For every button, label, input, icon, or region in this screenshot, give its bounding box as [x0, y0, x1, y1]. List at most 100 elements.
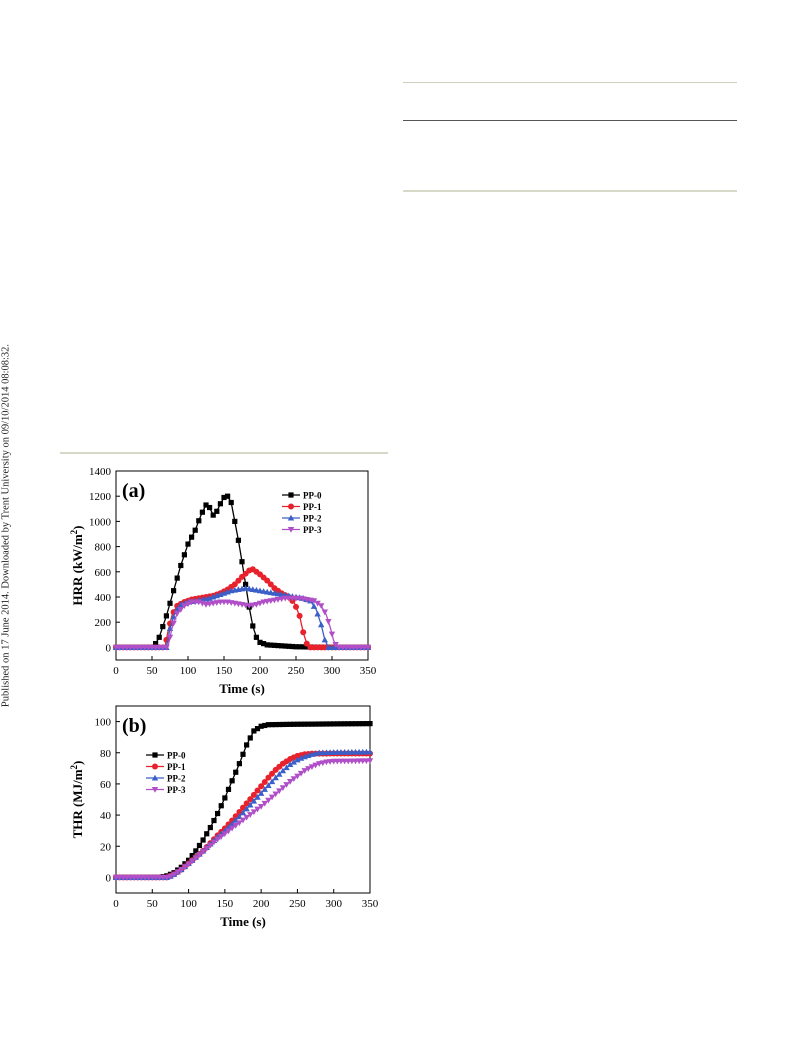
- hrr-point-pp-0: [167, 600, 173, 606]
- hrr-x-tick-label: 250: [288, 665, 305, 677]
- hrr-y-tick-label: 1200: [89, 491, 112, 503]
- hrr-legend-label-pp-1: PP-1: [303, 502, 322, 512]
- thr-point-pp-0: [240, 751, 246, 757]
- hrr-point-pp-0: [264, 642, 270, 648]
- hrr-point-pp-0: [257, 639, 263, 645]
- hrr-point-pp-0: [163, 613, 169, 619]
- thr-point-pp-3: [297, 770, 305, 777]
- thr-legend-marker-pp-2: [151, 774, 159, 781]
- hrr-point-pp-3: [256, 600, 264, 607]
- thr-point-pp-2: [257, 790, 265, 796]
- thr-point-pp-3: [265, 797, 272, 804]
- hrr-point-pp-0: [156, 634, 162, 640]
- thr-point-pp-2: [239, 809, 247, 816]
- figure-top-rule: [60, 452, 388, 454]
- thr-point-pp-0: [334, 721, 340, 727]
- thr-point-pp-0: [262, 722, 268, 729]
- thr-point-pp-3: [174, 869, 181, 876]
- hrr-point-pp-1: [231, 581, 238, 588]
- thr-point-pp-3: [305, 766, 312, 772]
- thr-point-pp-3: [243, 814, 250, 821]
- thr-point-pp-0: [305, 721, 311, 727]
- hrr-point-pp-0: [228, 499, 234, 506]
- thr-point-pp-0: [360, 721, 366, 727]
- hrr-point-pp-0: [221, 494, 227, 501]
- thr-series-pp-1: [113, 750, 373, 881]
- hrr-point-pp-0: [293, 644, 299, 650]
- thr-point-pp-2: [243, 805, 250, 812]
- hrr-point-pp-2: [321, 636, 328, 643]
- thr-point-pp-1: [250, 791, 257, 798]
- hrr-point-pp-3: [310, 598, 318, 604]
- hrr-legend-marker-pp-1: [288, 503, 294, 510]
- thr-plot-frame: [115, 705, 371, 894]
- thr-point-pp-3: [261, 800, 268, 807]
- hrr-point-pp-0: [261, 641, 267, 647]
- thr-point-pp-3: [185, 861, 192, 868]
- hrr-y-tick-label: 200: [95, 617, 112, 629]
- thr-point-pp-3: [221, 831, 229, 837]
- hrr-x-tick-label: 100: [180, 665, 197, 677]
- thr-point-pp-0: [211, 817, 217, 824]
- thr-point-pp-0: [233, 769, 239, 775]
- hrr-point-pp-3: [181, 603, 188, 610]
- thr-point-pp-3: [214, 836, 221, 843]
- thr-point-pp-3: [366, 758, 374, 765]
- thr-x-axis-label: Time (s): [220, 914, 266, 929]
- thr-point-pp-3: [218, 833, 225, 840]
- hrr-point-pp-0: [171, 588, 177, 594]
- thr-x-tick-label: 350: [362, 898, 379, 910]
- hrr-point-pp-0: [153, 641, 159, 647]
- thr-point-pp-3: [286, 779, 294, 785]
- hrr-panel-label: (a): [122, 480, 145, 502]
- hrr-x-tick-label: 150: [216, 665, 233, 677]
- hrr-point-pp-1: [300, 629, 307, 636]
- hrr-point-pp-0: [232, 518, 238, 524]
- thr-point-pp-2: [297, 755, 305, 761]
- thr-point-pp-3: [228, 825, 236, 832]
- thr-point-pp-0: [247, 735, 253, 741]
- hrr-y-tick-label: 1400: [89, 466, 112, 478]
- thr-point-pp-3: [294, 773, 301, 780]
- thr-point-pp-0: [294, 721, 301, 727]
- hrr-point-pp-1: [293, 603, 299, 610]
- thr-x-tick-label: 100: [180, 898, 197, 910]
- thr-point-pp-3: [163, 874, 170, 881]
- hrr-y-tick-label: 600: [95, 567, 112, 579]
- hrr-legend-marker-pp-0: [288, 492, 294, 498]
- thr-point-pp-3: [203, 846, 210, 852]
- hrr-point-pp-3: [177, 607, 184, 613]
- thr-y-tick-label: 20: [100, 841, 112, 853]
- hrr-point-pp-0: [203, 502, 209, 508]
- thr-point-pp-0: [283, 721, 290, 728]
- thr-point-pp-2: [286, 761, 294, 767]
- thr-point-pp-3: [239, 817, 247, 824]
- thr-point-pp-0: [269, 722, 275, 728]
- hrr-plot-frame: [115, 470, 369, 661]
- thr-point-pp-0: [244, 742, 250, 748]
- thr-line-pp-0: [116, 722, 371, 879]
- thr-point-pp-3: [181, 864, 189, 871]
- hrr-point-pp-0: [275, 642, 281, 649]
- thr-y-tick-label: 80: [100, 748, 112, 760]
- thr-point-pp-2: [250, 797, 258, 804]
- thr-y-tick-label: 100: [95, 717, 112, 729]
- thr-point-pp-3: [192, 855, 200, 862]
- thr-point-pp-3: [283, 782, 290, 788]
- hrr-point-pp-0: [297, 644, 303, 650]
- hrr-y-tick-label: 400: [95, 592, 112, 604]
- thr-point-pp-0: [218, 803, 224, 809]
- hrr-point-pp-0: [185, 541, 191, 547]
- hrr-point-pp-3: [328, 631, 336, 638]
- thr-point-pp-0: [193, 848, 199, 854]
- thr-point-pp-0: [338, 721, 344, 727]
- thr-point-pp-1: [254, 787, 261, 794]
- thr-point-pp-0: [291, 721, 297, 727]
- hrr-point-pp-3: [364, 644, 372, 651]
- thr-point-pp-0: [265, 722, 271, 728]
- thr-point-pp-0: [251, 728, 257, 734]
- hrr-x-tick-label: 200: [252, 665, 269, 677]
- hrr-y-tick-label: 0: [106, 642, 112, 654]
- thr-point-pp-1: [247, 796, 254, 803]
